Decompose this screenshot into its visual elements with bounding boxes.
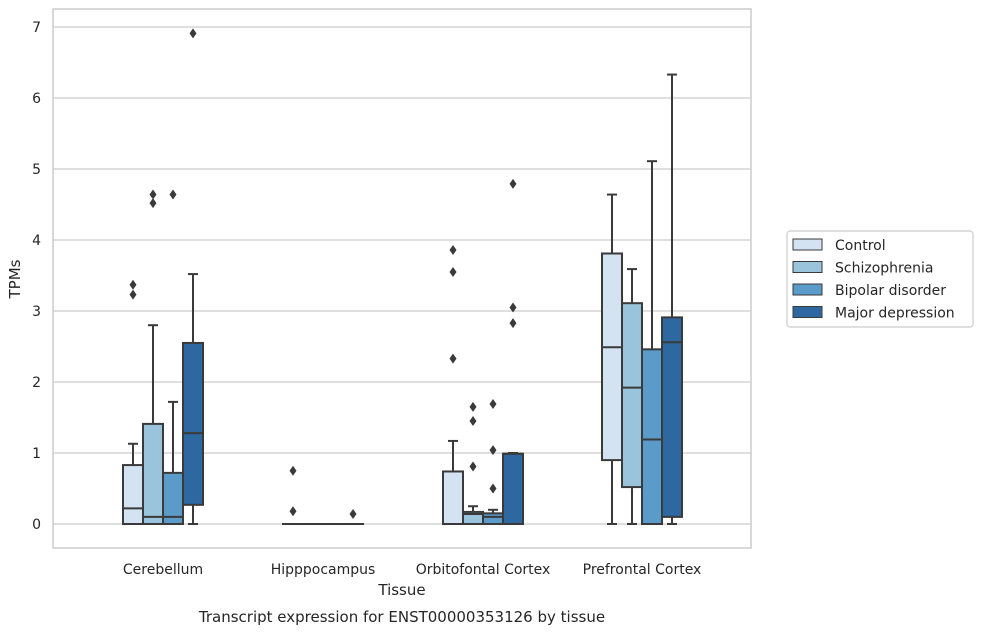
box-major-depression [182,28,204,525]
legend-swatch [792,283,823,296]
y-tick-label: 3 [32,304,41,320]
outlier-point [189,28,197,39]
box-schizophrenia [621,268,643,525]
y-tick-label: 7 [32,20,41,36]
y-tick-label: 0 [32,517,41,533]
figure-caption: Transcript expression for ENST0000035312… [198,608,605,626]
legend-frame [786,230,974,328]
legend-swatch [792,238,823,251]
outlier-point [489,445,497,456]
outlier-point [509,302,517,313]
legend-swatch [792,306,823,318]
outlier-point [129,279,137,290]
legend-entry-label: Major depression [835,306,955,322]
box-rect [482,512,504,525]
legend-entry-label: Control [835,238,886,254]
y-axis-label: TPMs [6,259,24,299]
outlier-point [129,289,137,300]
x-tick-label: Cerebellum [123,562,203,578]
outlier-point [469,401,477,412]
box-rect [142,422,164,526]
box-control [442,244,464,525]
box-rect [122,464,144,526]
outlier-point [449,266,457,277]
box-rect [621,302,643,489]
y-tick-label: 4 [32,233,41,249]
box-bipolar-disorder [482,399,504,525]
x-tick-label: Prefrontal Cortex [583,562,702,578]
box-rect [502,452,524,525]
outlier-point [449,244,457,255]
outlier-point [169,189,177,200]
legend-entry-label: Bipolar disorder [835,283,946,299]
box-control [282,465,304,526]
legend: Control Schizophrenia Bipolar disorder Majo… [786,230,974,328]
box-rect [601,252,623,462]
boxes-layer [122,28,683,526]
x-tick-label: Hipppocampus [271,562,376,578]
y-tick-label: 6 [32,91,41,107]
box-major-depression [502,178,524,525]
box-schizophrenia [142,189,164,526]
outlier-point [449,353,457,364]
box-rect [661,316,683,518]
box-rect [641,348,663,525]
box-major-depression [342,509,364,526]
box-major-depression [661,73,683,525]
outlier-point [289,506,297,517]
y-tick-label: 2 [32,375,41,391]
y-axis-ticks: 0 1 2 3 4 5 6 7 [32,20,41,533]
box-bipolar-disorder [641,160,663,525]
box-schizophrenia [462,401,484,525]
outlier-point [469,416,477,427]
outlier-point [149,198,157,209]
legend-swatch [792,261,823,273]
y-tick-label: 5 [32,162,41,178]
outlier-point [289,465,297,476]
outlier-point [489,483,497,494]
outlier-point [489,399,497,410]
x-axis-label: Tissue [377,581,425,599]
box-rect [442,470,464,525]
legend-entry-label: Schizophrenia [835,261,933,277]
outlier-point [149,189,157,200]
box-rect [182,341,204,506]
x-axis-ticks: Cerebellum Hipppocampus Orbitofontal Corte… [123,562,701,578]
outlier-point [509,318,517,329]
outlier-point [349,509,357,520]
outlier-point [509,178,517,189]
y-tick-label: 1 [32,446,41,462]
x-tick-label: Orbitofontal Cortex [416,562,551,578]
outlier-point [469,461,477,472]
